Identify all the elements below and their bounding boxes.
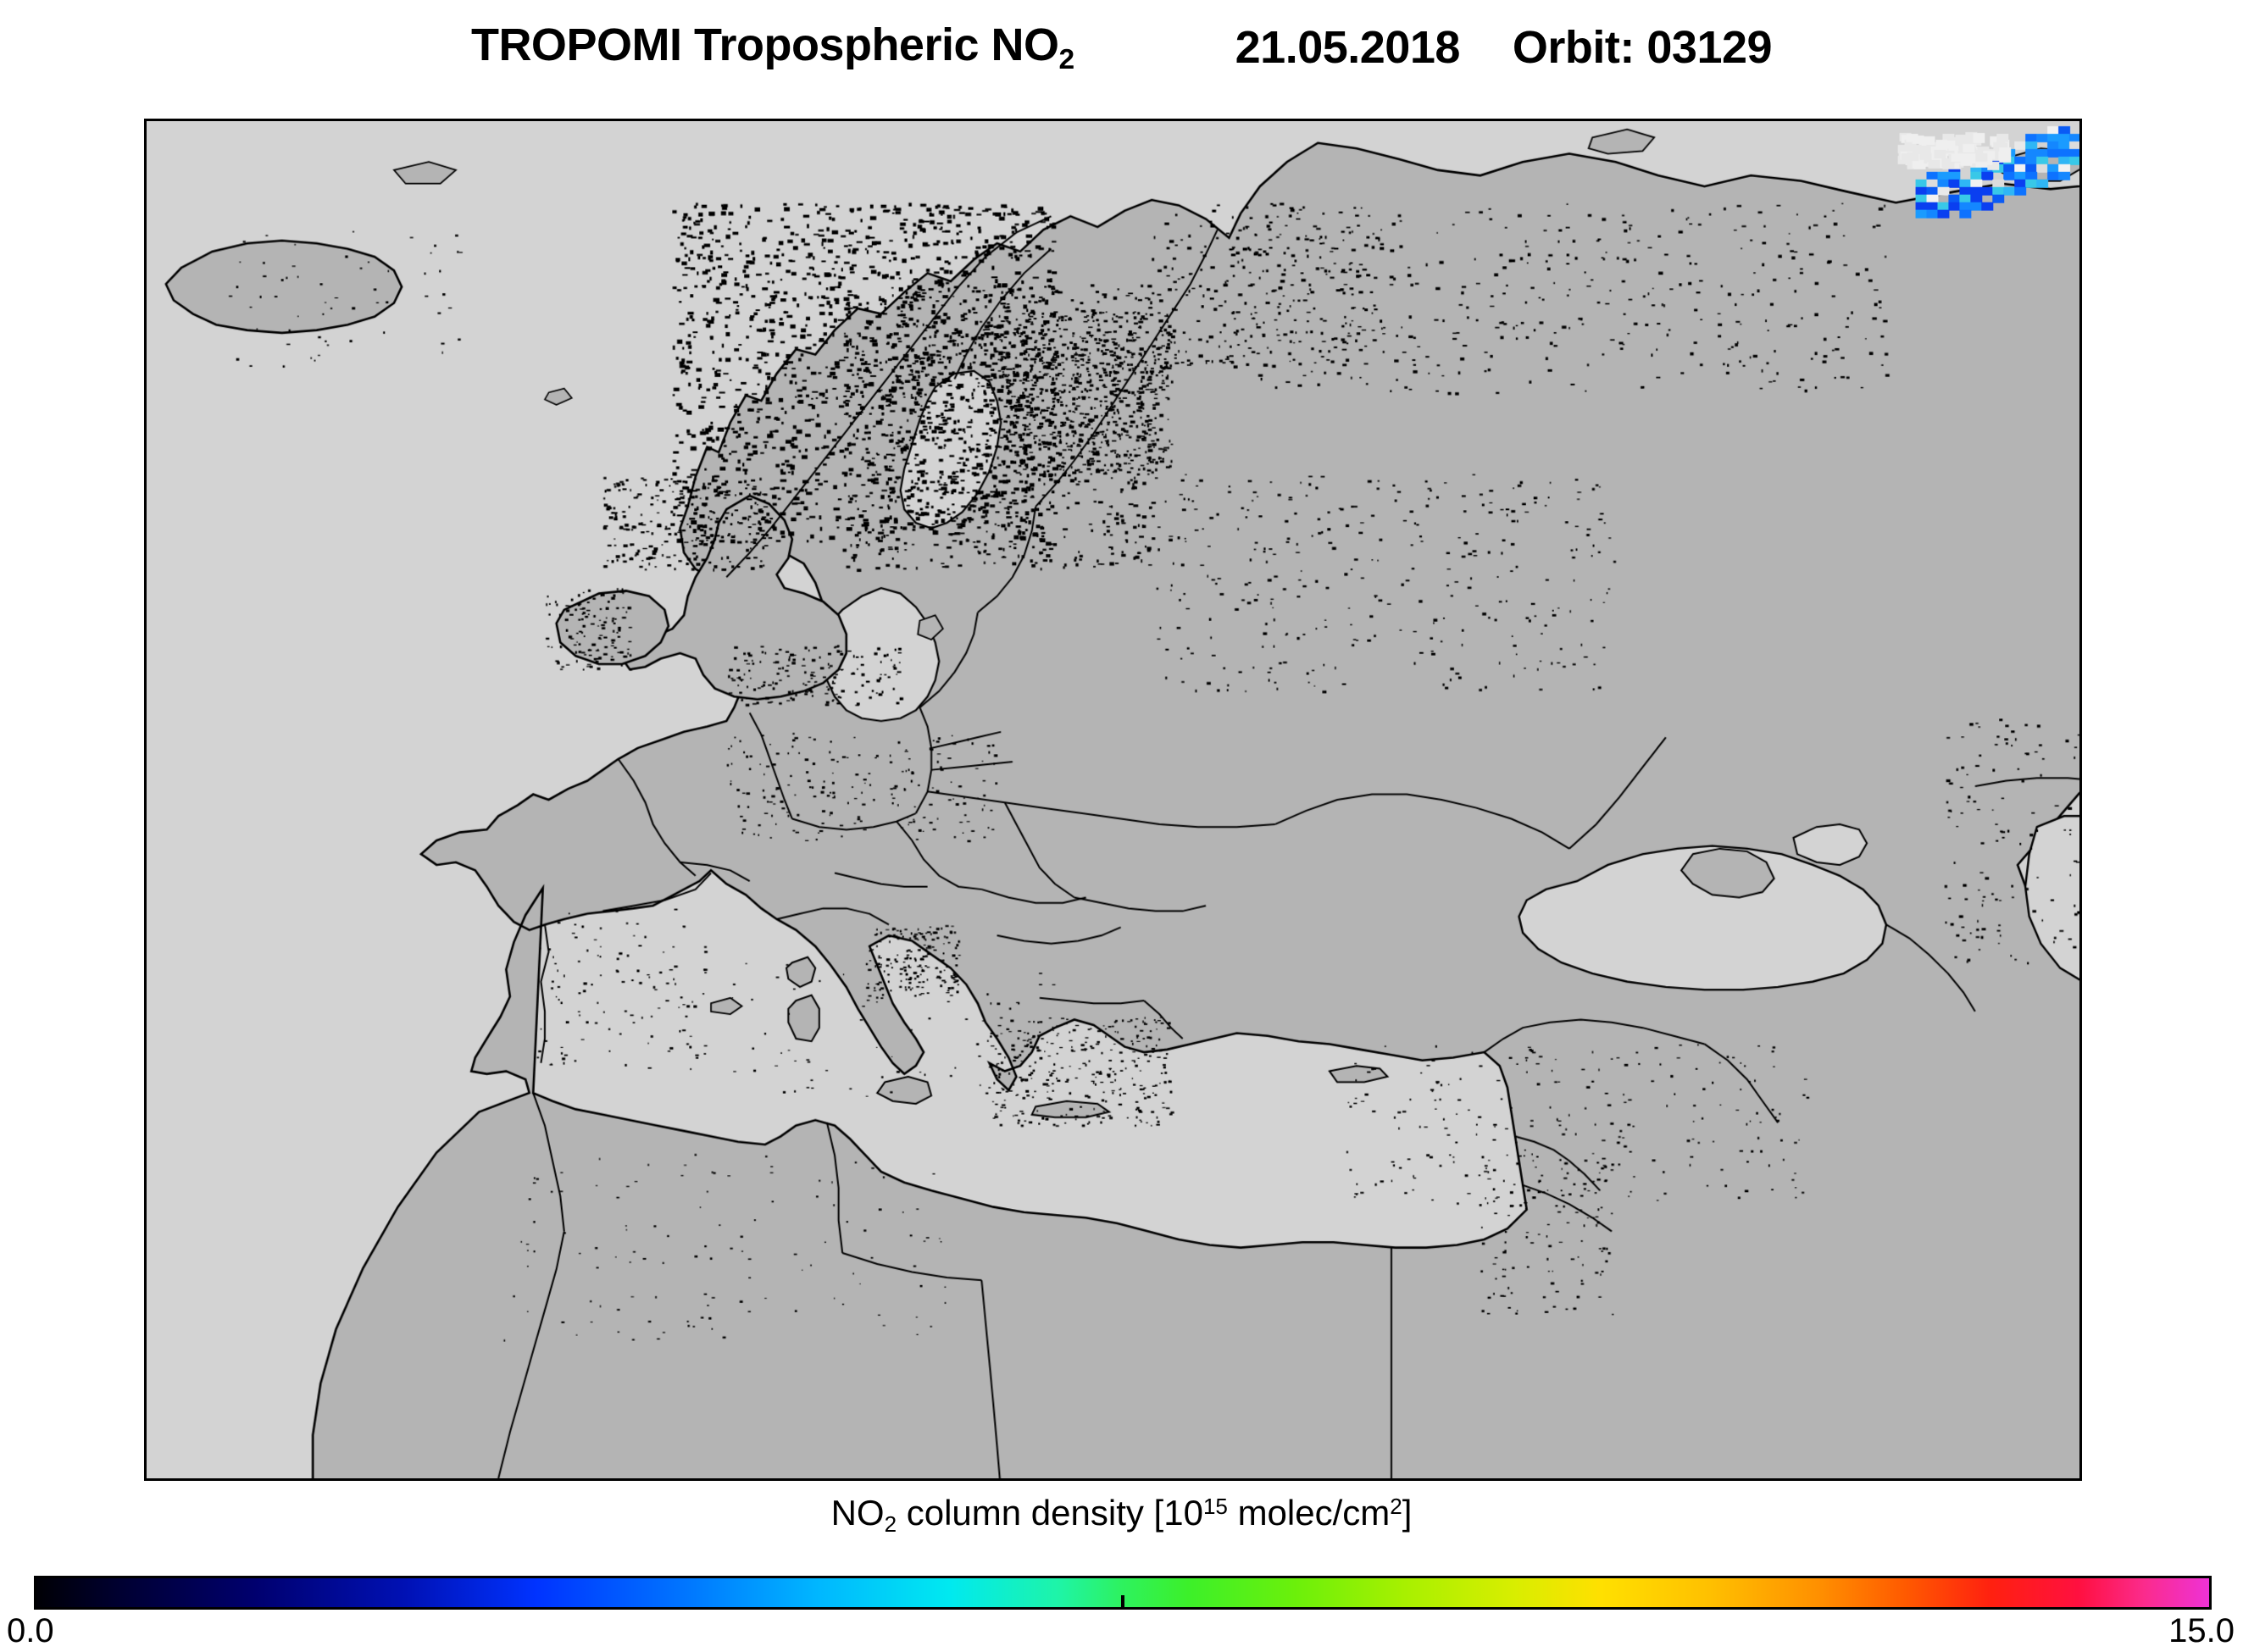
page-title: TROPOMI Tropospheric NO2 21.05.2018 Orbi…	[0, 0, 2243, 95]
colorbar-label-exp15: 15	[1202, 1493, 1228, 1519]
colorbar-label-sub2: 2	[884, 1511, 897, 1537]
colorbar-center-tick	[1121, 1595, 1124, 1607]
title-product-text: TROPOMI Tropospheric NO	[470, 19, 1059, 70]
colorbar-label-no: NO	[830, 1493, 885, 1533]
colorbar-label-bracket: ]	[1402, 1493, 1413, 1533]
title-product: TROPOMI Tropospheric NO2	[471, 19, 1074, 76]
no2-swath-overlay	[147, 121, 2079, 1478]
colorbar-label-mid: column density [10	[897, 1493, 1203, 1533]
colorbar-max-tick-label: 15.0	[2168, 1612, 2235, 1649]
colorbar-min-tick-label: 0.0	[7, 1612, 54, 1649]
colorbar-label-units: molec/cm	[1227, 1493, 1391, 1533]
title-date: 21.05.2018	[1235, 22, 1461, 73]
colorbar[interactable]	[34, 1576, 2212, 1610]
map-panel[interactable]	[144, 119, 2082, 1481]
colorbar-label-exp2: 2	[1390, 1493, 1402, 1519]
colorbar-gradient[interactable]	[34, 1576, 2212, 1610]
title-orbit: Orbit: 03129	[1512, 22, 1773, 73]
title-no2-subscript: 2	[1058, 44, 1075, 76]
colorbar-label: NO2 column density [1015 molec/cm2]	[0, 1493, 2243, 1538]
